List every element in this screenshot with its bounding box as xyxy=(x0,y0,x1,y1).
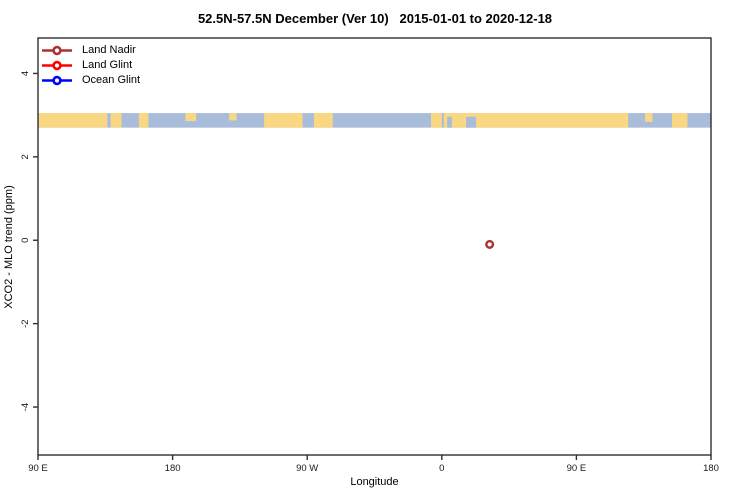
y-tick-label: 0 xyxy=(20,238,31,243)
map-band-ocean-patch xyxy=(447,116,452,128)
x-tick-label: 90 E xyxy=(567,463,587,474)
legend-label-ocean-glint: Ocean Glint xyxy=(82,74,141,86)
x-tick-label: 180 xyxy=(703,463,719,474)
plot-frame xyxy=(37,37,712,456)
x-tick-label: 180 xyxy=(165,463,181,474)
legend-item-ocean-glint: Ocean Glint xyxy=(41,73,140,88)
y-tick-label: 2 xyxy=(20,154,31,159)
x-tick-label: 90 W xyxy=(296,463,318,474)
map-band-ocean-patch xyxy=(466,116,477,128)
land-nadir-line-circle-icon xyxy=(42,45,72,56)
x-tick-label: 90 E xyxy=(28,463,48,474)
map-band-land-segment xyxy=(138,113,149,128)
map-band-land-segment xyxy=(431,113,442,128)
ocean-glint-line-circle-icon xyxy=(42,75,72,86)
map-band-land-segment xyxy=(443,113,629,128)
legend-label-land-nadir: Land Nadir xyxy=(82,44,136,56)
y-tick-label: -4 xyxy=(20,403,31,411)
map-band-land-segment xyxy=(185,113,197,122)
map-band-land-segment xyxy=(645,113,653,122)
y-tick-label: -2 xyxy=(20,319,31,327)
legend-item-land-glint: Land Glint xyxy=(41,58,140,73)
x-axis-label: Longitude xyxy=(350,476,399,488)
y-tick-label: 4 xyxy=(20,71,31,76)
map-band-land-segment xyxy=(110,113,122,128)
land-glint-line-circle-icon xyxy=(42,60,72,71)
legend-circle xyxy=(52,45,62,56)
map-band-land-segment xyxy=(264,113,303,128)
map-band-land-segment xyxy=(38,113,108,128)
legend-item-land-nadir: Land Nadir xyxy=(41,43,140,58)
map-band-land-segment xyxy=(313,113,333,128)
map-band-land-segment xyxy=(671,113,688,128)
x-tick-label: 0 xyxy=(439,463,444,474)
legend-circle xyxy=(52,60,62,71)
legend-label-land-glint: Land Glint xyxy=(82,59,133,71)
legend-circle xyxy=(52,75,62,86)
map-band-land-segment xyxy=(229,113,237,121)
chart-title: 52.5N-57.5N December (Ver 10) 2015-01-01… xyxy=(197,11,553,26)
data-point-land-nadir xyxy=(485,239,495,249)
legend: Land Nadir Land Glint Ocean Glint xyxy=(41,43,140,88)
